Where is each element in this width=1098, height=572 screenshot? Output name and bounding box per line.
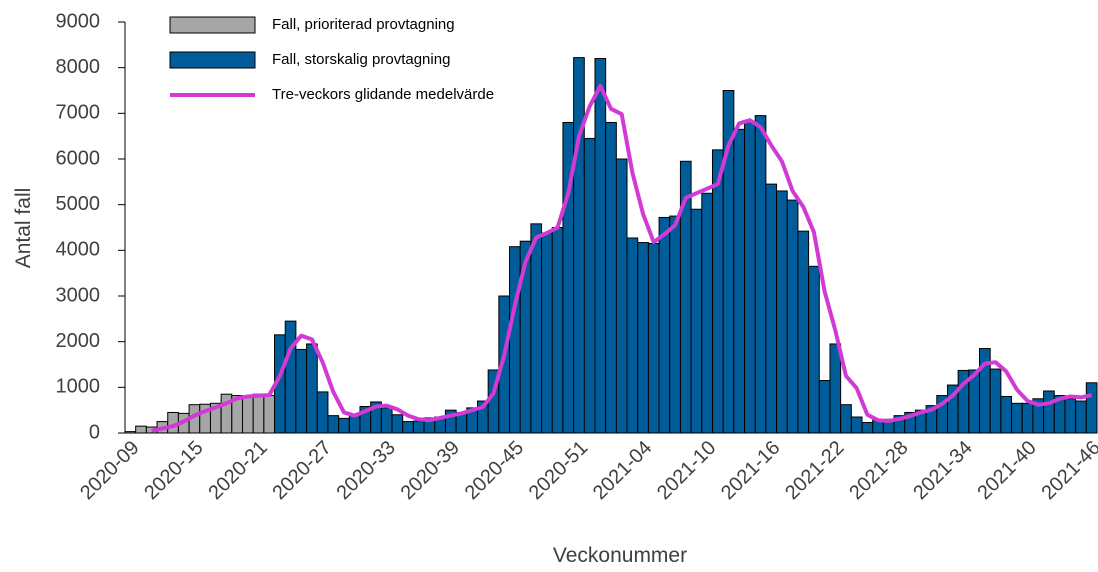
bar — [594, 58, 607, 434]
x-tick-label: 2020-21 — [204, 437, 271, 504]
bar — [509, 246, 521, 434]
bar — [615, 158, 628, 434]
bar — [797, 230, 810, 434]
bar — [840, 404, 852, 434]
bar — [744, 121, 756, 434]
bar — [754, 115, 767, 434]
bar — [402, 421, 414, 434]
legend-swatch — [169, 51, 256, 69]
bar — [733, 128, 746, 434]
legend-label: Fall, prioriterad provtagning — [272, 16, 455, 33]
bar — [637, 242, 649, 434]
legend-label: Tre-veckors glidande medelvärde — [272, 86, 494, 103]
y-tick-label: 6000 — [56, 147, 101, 169]
bar — [647, 242, 660, 434]
bar — [1043, 390, 1055, 434]
bar — [306, 343, 318, 434]
y-tick-label: 4000 — [56, 239, 101, 261]
legend-swatch — [169, 16, 256, 34]
line — [151, 83, 1093, 433]
bar — [541, 232, 553, 434]
x-tick-label: 2021-40 — [973, 437, 1040, 504]
bar — [1085, 382, 1098, 434]
bar — [412, 420, 425, 434]
y-tick-label: 2000 — [56, 330, 101, 352]
y-tick-label: 1000 — [56, 376, 101, 398]
bar — [669, 215, 681, 434]
bar — [808, 265, 820, 434]
y-tick-label: 0 — [89, 421, 100, 443]
bar — [316, 391, 329, 434]
x-tick-label: 2021-10 — [653, 437, 720, 504]
y-tick-label: 5000 — [56, 193, 101, 215]
y-tick-label: 9000 — [56, 10, 101, 32]
bar — [701, 192, 713, 434]
bar — [658, 216, 671, 434]
bar — [380, 407, 393, 434]
bar — [829, 343, 842, 434]
bar — [327, 415, 340, 434]
bar — [252, 393, 265, 434]
bar — [1000, 395, 1013, 434]
bar — [786, 199, 799, 434]
bar — [711, 149, 724, 434]
x-tick-label: 2020-33 — [332, 437, 399, 504]
bar — [850, 416, 863, 434]
bar — [861, 421, 874, 434]
x-tick-label: 2020-45 — [461, 437, 528, 504]
y-axis-label: Antal fall — [12, 188, 35, 269]
bar — [626, 237, 639, 434]
bar — [573, 57, 585, 434]
bar — [391, 414, 404, 434]
bar — [338, 417, 350, 434]
bar — [583, 137, 596, 434]
x-tick-label: 2021-46 — [1037, 437, 1098, 504]
bar — [284, 320, 297, 434]
bar — [989, 368, 1002, 434]
bar — [295, 348, 308, 434]
bar — [263, 395, 276, 434]
x-tick-label: 2021-34 — [909, 437, 976, 504]
x-tick-label: 2020-15 — [140, 437, 207, 504]
bar — [690, 208, 703, 434]
legend-label: Fall, storskalig provtagning — [272, 51, 450, 68]
bar — [1011, 402, 1023, 434]
x-tick-label: 2020-27 — [268, 437, 335, 504]
bar — [1064, 398, 1077, 434]
bar — [530, 223, 543, 434]
x-tick-label: 2021-22 — [781, 437, 848, 504]
x-axis-label: Veckonummer — [553, 544, 687, 567]
y-tick-label: 3000 — [56, 284, 101, 306]
y-tick-label: 7000 — [56, 102, 101, 124]
bar — [765, 183, 778, 434]
bar — [776, 190, 788, 434]
x-tick-label: 2021-04 — [589, 437, 656, 504]
y-tick-label: 8000 — [56, 56, 101, 78]
bar — [818, 379, 831, 434]
x-tick-label: 2021-16 — [717, 437, 784, 504]
bar — [551, 227, 564, 434]
bar — [241, 395, 254, 434]
x-tick-label: 2021-28 — [845, 437, 912, 504]
bar — [605, 121, 617, 434]
x-tick-label: 2020-39 — [397, 437, 464, 504]
bar — [1075, 400, 1087, 434]
x-tick-label: 2020-09 — [76, 437, 143, 504]
x-tick-label: 2020-51 — [525, 437, 592, 504]
bar — [135, 425, 147, 434]
bar — [1021, 402, 1034, 434]
